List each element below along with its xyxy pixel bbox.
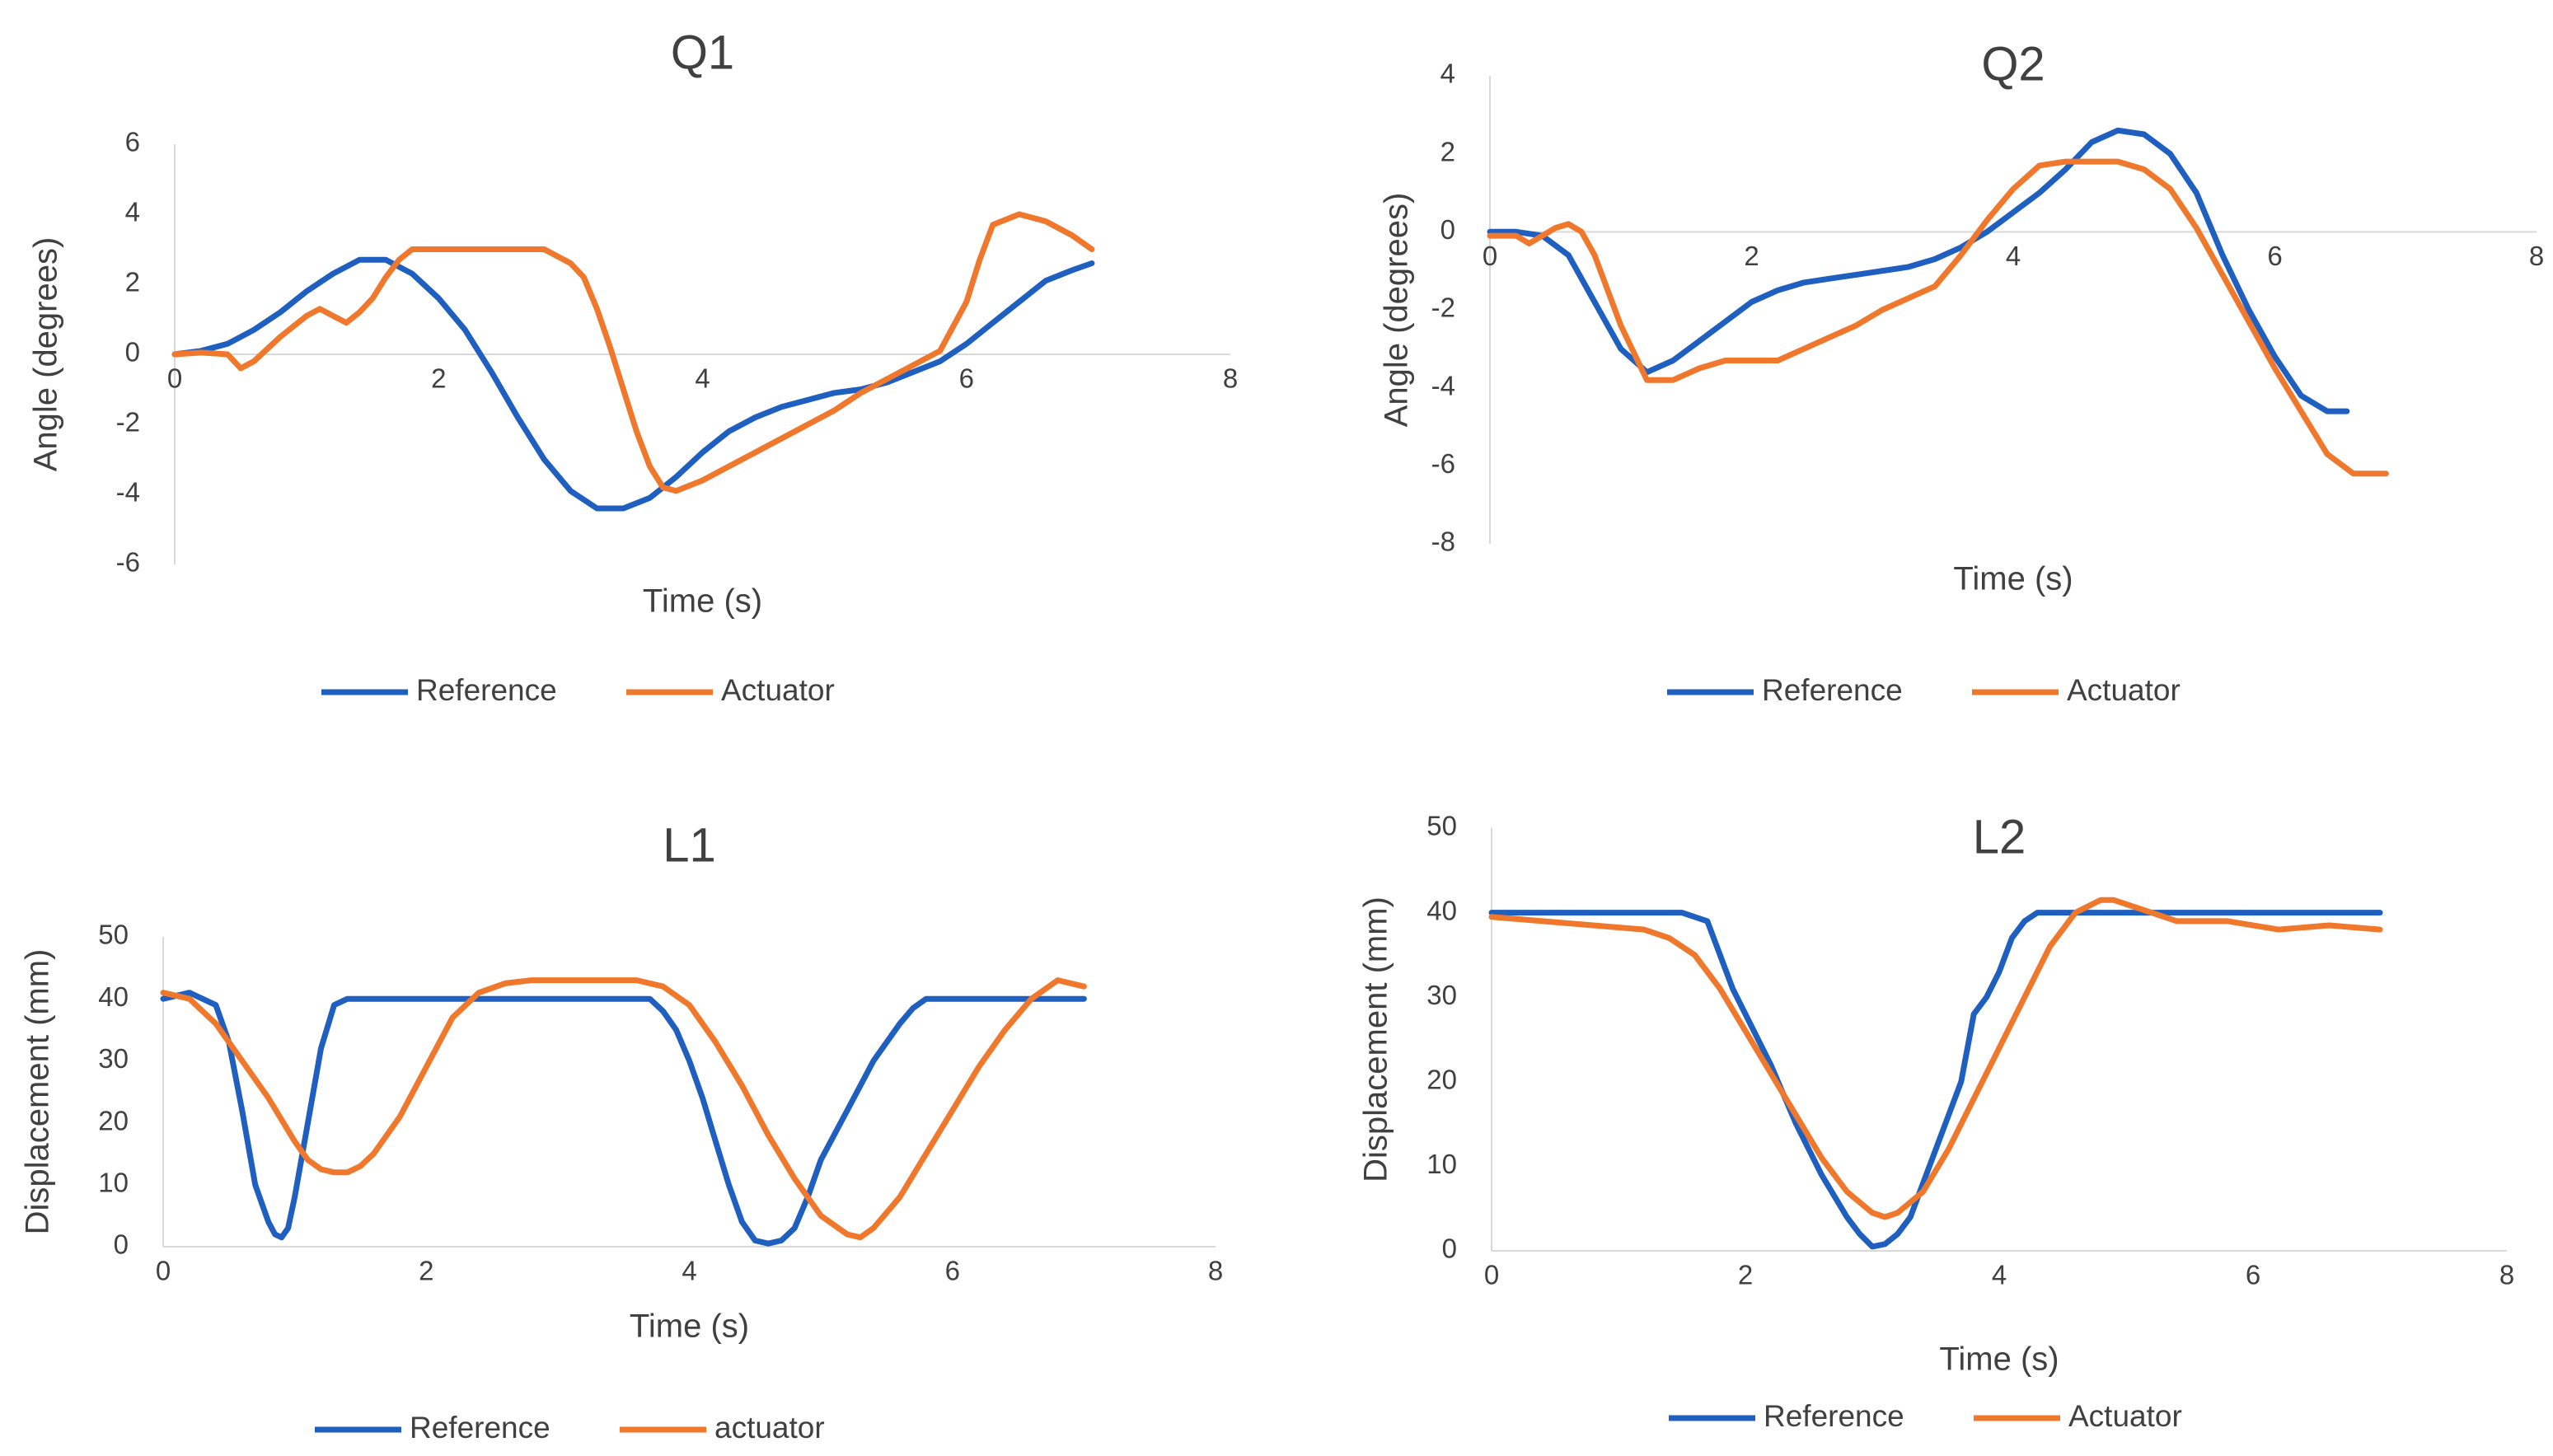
legend-label: Reference [1764,1399,1904,1433]
x-tick-label: 4 [1992,1260,2007,1290]
y-axis-title: Angle (degrees) [28,237,64,472]
y-tick-label: 10 [98,1168,129,1198]
y-tick-label: 2 [1440,136,1455,166]
y-axis-title: Displacement (mm) [1358,897,1394,1182]
y-tick-label: 4 [125,197,140,227]
legend-label: Actuator [2067,673,2181,707]
y-tick-label: 50 [98,920,129,950]
y-tick-label: -2 [116,407,140,438]
x-axis-title: Time (s) [1953,561,2073,597]
chart-title: Q1 [671,26,734,79]
x-tick-label: 2 [1738,1260,1753,1290]
chart-title: Q2 [1981,37,2045,91]
x-tick-label: 4 [682,1256,696,1286]
legend: Reference Actuator [1669,1399,2182,1433]
y-tick-label: 4 [1440,59,1455,89]
legend: Reference Actuator [1667,673,2181,707]
legend: Reference actuator [315,1411,825,1444]
y-tick-label: 30 [98,1043,129,1074]
legend: Reference Actuator [321,673,835,707]
y-tick-label: 30 [1426,980,1457,1010]
y-tick-label: -2 [1431,293,1455,323]
legend-label: actuator [714,1411,825,1444]
x-tick-label: 2 [431,363,446,394]
series-line-actuator [160,977,1087,1241]
legend-label: Actuator [2068,1399,2182,1433]
series-line-reference [160,990,1087,1247]
y-tick-label: 0 [1440,214,1455,245]
legend-label: Reference [416,673,557,707]
y-tick-label: 6 [125,127,140,157]
series-line-actuator [1488,897,2383,1220]
x-tick-label: 6 [2246,1260,2260,1290]
x-tick-label: 2 [1744,241,1759,271]
y-tick-label: 0 [114,1229,129,1260]
x-tick-label: 6 [2267,241,2282,271]
y-tick-label: 50 [1426,811,1457,841]
y-tick-label: -6 [1431,448,1455,479]
x-tick-label: 8 [1208,1256,1223,1286]
y-tick-label: -4 [116,477,140,508]
x-axis-title: Time (s) [630,1309,749,1345]
series-line-reference [1488,910,2383,1250]
series-line-actuator [171,211,1095,494]
y-tick-label: 0 [1442,1234,1457,1264]
y-axis-title: Displacement (mm) [20,949,56,1235]
legend-label: Actuator [721,673,835,707]
y-tick-label: -6 [116,547,140,578]
x-tick-label: 2 [419,1256,433,1286]
y-axis-title: Angle (degrees) [1379,193,1415,428]
x-tick-label: 6 [945,1256,960,1286]
x-tick-label: 8 [1223,363,1238,394]
y-tick-label: -8 [1431,527,1455,557]
series-line-actuator [1487,158,2389,477]
x-tick-label: 0 [156,1256,171,1286]
x-tick-label: 8 [2529,241,2544,271]
y-tick-label: 20 [1426,1065,1457,1095]
chart-title: L1 [663,818,716,872]
x-tick-label: 6 [959,363,974,394]
y-tick-label: 2 [125,267,140,297]
y-tick-label: 0 [125,337,140,368]
legend-label: Reference [410,1411,550,1444]
y-tick-label: 20 [98,1105,129,1135]
chart-l1: L1 0 10 20 30 40 50 0 2 4 6 8 Time (s) Displacement (… [20,818,1224,1444]
series-line-reference [1487,127,2350,414]
y-tick-label: 40 [98,981,129,1012]
series-line-reference [171,256,1095,512]
x-tick-label: 4 [2006,241,2021,271]
x-axis-title: Time (s) [643,583,762,620]
y-tick-label: 10 [1426,1149,1457,1179]
x-tick-label: 0 [1484,1260,1499,1290]
chart-q2: Q2 -8 -6 -4 -2 0 2 4 0 2 4 6 8 Time (s) Angle (degrees… [1379,37,2545,706]
x-tick-label: 0 [167,363,182,394]
legend-label: Reference [1762,673,1903,707]
chart-q1: Q1 -6 -4 -2 0 2 4 6 0 2 4 6 8 Time (s) Angle (degrees)… [28,26,1239,706]
chart-title: L2 [1973,810,2026,864]
x-axis-title: Time (s) [1939,1341,2059,1378]
x-tick-label: 8 [2499,1260,2514,1290]
x-tick-label: 0 [1483,241,1497,271]
chart-l2: L2 0 10 20 30 40 50 0 2 4 6 8 Time (s) Displacement (… [1358,810,2515,1432]
y-tick-label: 40 [1426,895,1457,925]
x-tick-label: 4 [695,363,710,394]
y-tick-label: -4 [1431,370,1455,400]
